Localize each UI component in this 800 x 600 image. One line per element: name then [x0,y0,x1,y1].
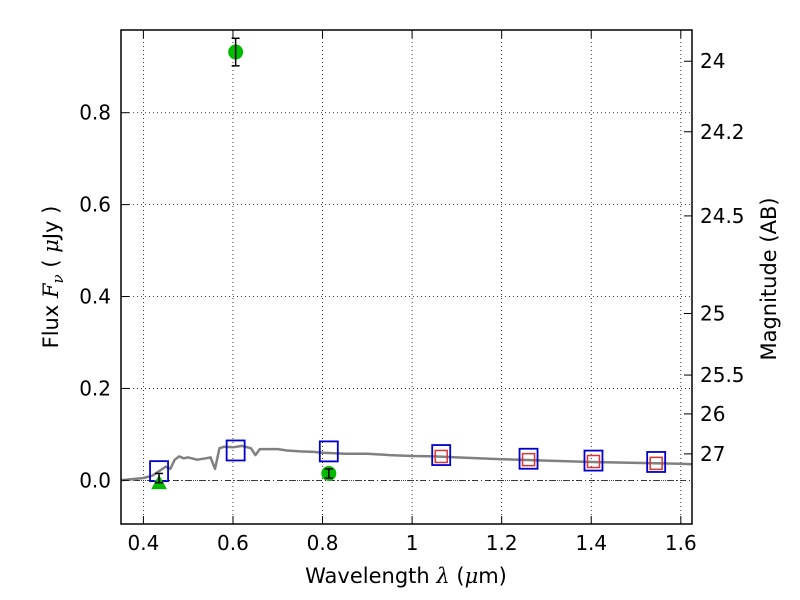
model-square-blue [225,439,246,462]
x-tick-label: 1.6 [665,531,697,555]
model-square-blue [318,440,339,463]
x-tick-label: 0.8 [307,531,339,555]
model-square-blue [518,447,539,470]
sed-line [120,444,693,482]
model-square-red [586,454,601,469]
x-tick-label: 1.4 [575,531,607,555]
y-tick-label: 0.6 [79,193,111,217]
tick-labels: 0.4 0.6 0.8 1 1.2 1.4 1.6 0.0 0.2 0.4 0.6 0.8 24 24.2… [79,49,744,555]
y-tick-label: 0.8 [79,101,111,125]
mag-tick-label: 24 [700,49,725,73]
model-square-blue [431,444,452,466]
mag-tick-label: 24.2 [700,120,745,144]
data-layer [120,37,693,490]
mag-tick-label: 27 [700,442,725,466]
model-square-red [649,456,663,471]
y-axis-label: Flux Fν ( μJy ) [39,206,67,349]
model-square-red [521,452,536,467]
y-tick-label: 0.4 [79,285,111,309]
y-tick-label: 0.0 [79,468,111,492]
x-tick-label: 0.6 [217,531,249,555]
tick-marks [121,30,692,524]
model-square-red [434,449,448,464]
x-tick-label: 0.4 [127,531,159,555]
y-tick-label: 0.2 [79,376,111,400]
y2-axis-label: Magnitude (AB) [757,197,781,360]
x-tick-label: 1 [406,531,419,555]
mag-tick-label: 25.5 [700,363,745,387]
model-square-blue [583,449,604,472]
mag-tick-label: 24.5 [700,204,745,228]
mag-tick-label: 26 [700,402,725,426]
mag-tick-label: 25 [700,301,725,325]
plot-frame [120,29,693,525]
x-tick-label: 1.2 [486,531,518,555]
x-axis-label: Wavelength λ (μm) [305,564,507,588]
model-square-blue [646,451,667,473]
